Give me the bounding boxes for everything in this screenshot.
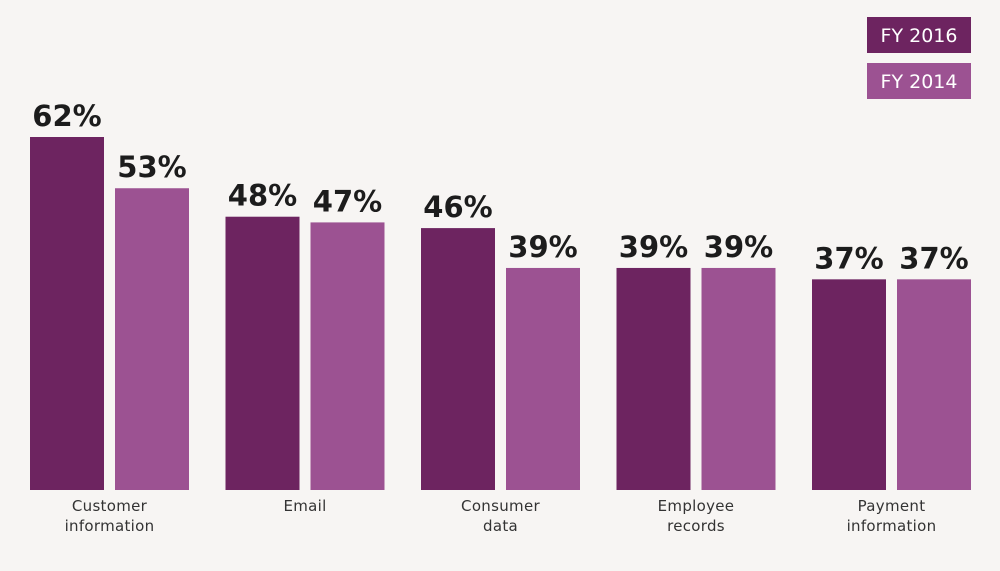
value-labels: 62% 53% 48% 47% 46% 39% 39% 39% 37% 37% [32, 99, 968, 275]
legend-swatch-fy2016 [867, 17, 971, 53]
value-label-fy2016-0: 62% [32, 99, 101, 133]
legend-label-fy2016: FY 2016 [881, 25, 958, 47]
value-label-fy2016-2: 46% [423, 190, 492, 224]
bar-fy2016-3 [616, 267, 691, 490]
category-label-4-line1: Payment [858, 497, 926, 515]
category-label-4-line2: information [847, 517, 937, 535]
bar-fy2014-1 [310, 222, 385, 490]
category-label-1: Email [283, 497, 326, 515]
legend-swatch-fy2014 [867, 63, 971, 99]
category-label-3-line2: records [667, 517, 725, 535]
category-label-0-line2: information [65, 517, 155, 535]
bar-fy2016-0 [30, 137, 104, 490]
category-label-2-line1: Consumer [461, 497, 540, 515]
value-label-fy2016-3: 39% [619, 230, 688, 264]
value-label-fy2014-1: 47% [313, 184, 382, 218]
bar-fy2014-0 [115, 188, 189, 490]
value-label-fy2014-3: 39% [704, 230, 773, 264]
bars [30, 137, 971, 491]
category-label-0-line1: Customer [72, 497, 148, 515]
value-label-fy2014-2: 39% [508, 230, 577, 264]
category-label-2-line2: data [483, 517, 518, 535]
value-label-fy2014-4: 37% [899, 241, 968, 275]
legend: FY 2016 FY 2014 [867, 17, 971, 99]
bar-fy2014-3 [701, 267, 776, 490]
legend-label-fy2014: FY 2014 [881, 71, 958, 93]
category-labels: Customer information Email Consumer data Empl… [65, 497, 937, 535]
category-label-3-line1: Employee [658, 497, 735, 515]
legend-item-fy2014: FY 2014 [867, 63, 971, 99]
bar-fy2014-4 [897, 279, 971, 490]
value-label-fy2016-1: 48% [228, 179, 297, 213]
bar-fy2016-1 [225, 216, 300, 491]
bar-fy2016-4 [812, 279, 886, 490]
bar-fy2016-2 [421, 228, 495, 490]
value-label-fy2014-0: 53% [117, 150, 186, 184]
legend-item-fy2016: FY 2016 [867, 17, 971, 53]
value-label-fy2016-4: 37% [814, 241, 883, 275]
bar-fy2014-2 [506, 267, 580, 490]
